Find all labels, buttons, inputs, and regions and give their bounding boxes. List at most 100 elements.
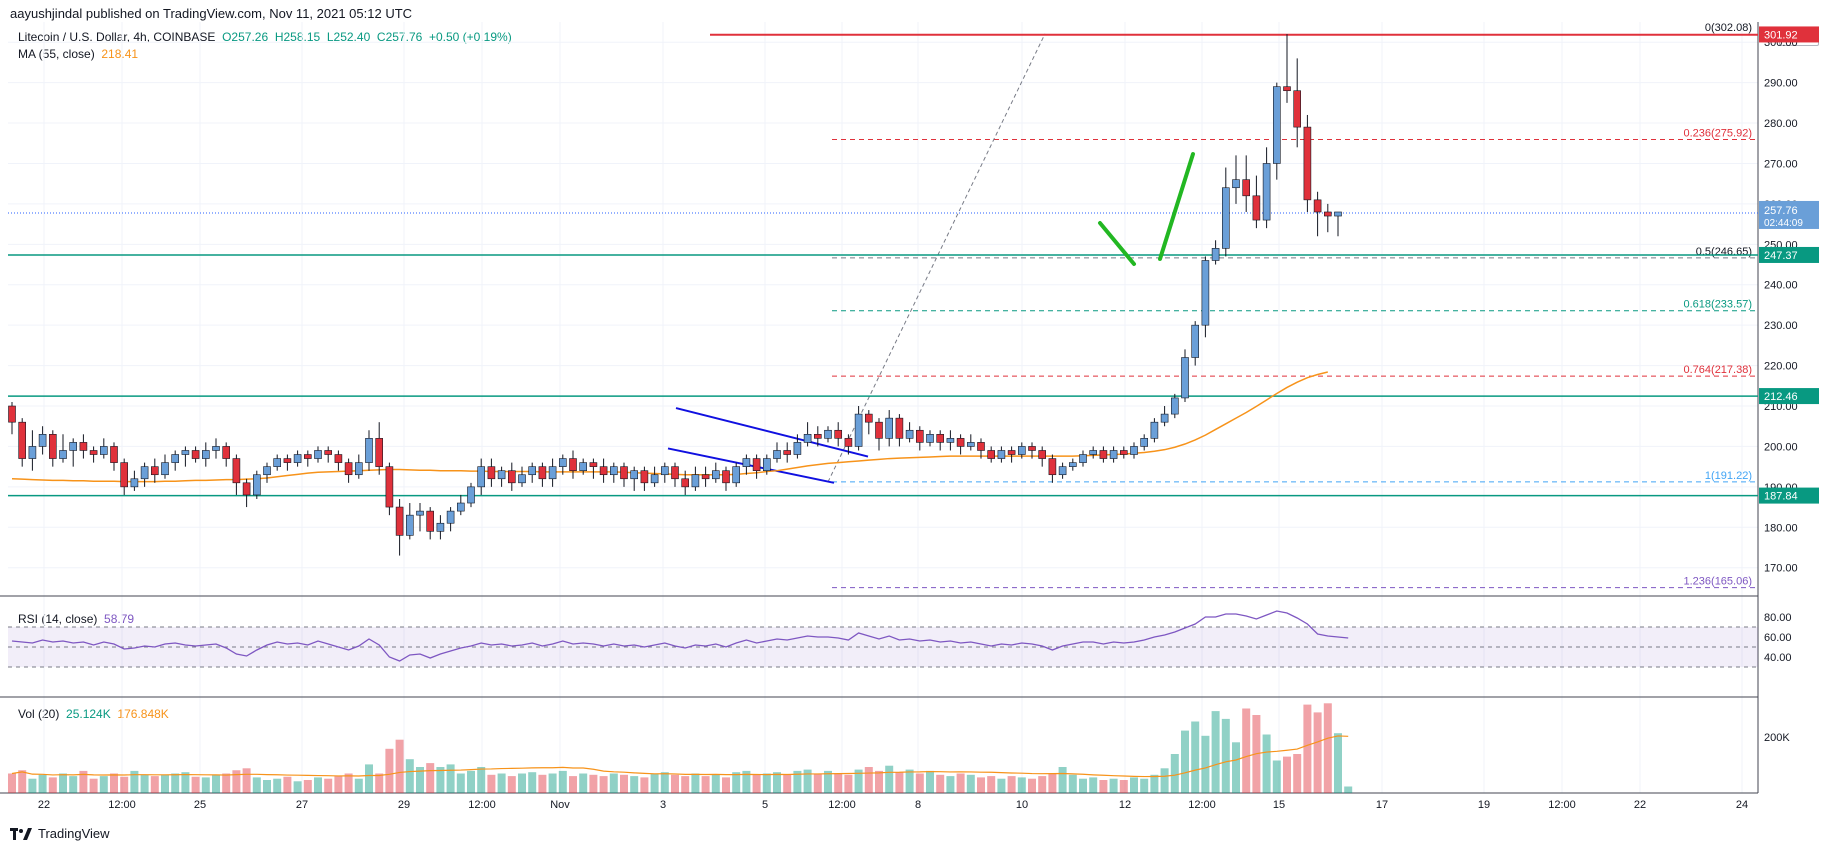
time-tick-label: 12:00 [108,799,136,811]
candle-body [834,429,843,439]
candle-body [711,470,720,480]
candle-body [1130,446,1138,455]
candle-body [671,466,679,480]
candle-body [1313,199,1322,213]
candle-body [956,438,965,447]
candle-body [1334,211,1342,217]
volume-bar [1303,704,1312,793]
candle-body [354,462,363,476]
candle-body [1324,211,1332,217]
candle-body [334,454,343,463]
rsi-tick-label: 40.00 [1764,652,1792,664]
volume-bar [161,774,169,793]
volume-bar [650,773,659,793]
price-tick-label: 200.00 [1764,441,1798,453]
fib-level-label: 0.5(246.65) [1696,246,1752,258]
candle-body [1242,179,1250,197]
volume-bar [436,767,445,793]
candle-body [467,486,475,504]
volume-ma-line [11,735,1349,778]
candle-body [487,466,496,480]
fib-level-label: 0.618(233.57) [1684,299,1753,311]
candle-body [997,450,1006,459]
time-tick-label: 12:00 [1548,799,1576,811]
volume-legend[interactable]: Vol (20) 25.124K 176.848K [18,707,169,721]
volume-bar [8,773,16,793]
candle-body [120,462,128,488]
level-price-tag-bg [1759,388,1819,405]
volume-bar [130,770,139,793]
volume-bar [18,770,27,793]
time-tick-label: 15 [1273,799,1285,811]
rsi-legend[interactable]: RSI (14, close) 58.79 [18,612,134,626]
volume-bar [1099,780,1108,793]
volume-bar [303,780,312,793]
volume-bar [344,773,353,793]
volume-bar [110,773,118,793]
volume-bar [1211,711,1220,793]
fib-level-label: 1(191.22) [1705,470,1752,482]
volume-bar [1007,776,1016,793]
candle-body [701,474,710,480]
level-price-tag: 247.37 [1764,250,1798,262]
candle-body [89,450,98,455]
candle-body [650,474,659,484]
last-price-tag-bg [1759,200,1819,229]
candle-body [640,470,649,484]
candle-body [936,434,945,443]
volume-bar [1048,773,1057,793]
ma-legend[interactable]: MA (55, close) 218.41 [18,47,138,61]
candle-body [1201,260,1210,326]
candle-body [1140,438,1148,447]
volume-bar [416,767,424,793]
volume-bar [1130,777,1138,793]
volume-bar [997,778,1006,793]
candle-body [110,446,118,463]
time-tick-label: 22 [38,799,50,811]
volume-bar [120,776,129,793]
price-tick-label: 180.00 [1764,522,1798,534]
candle-body [1273,86,1281,164]
candle-body [232,458,241,484]
volume-bar [824,770,832,793]
candle-body [426,510,435,532]
candle-body [803,434,812,443]
candle-body [854,413,863,447]
time-tick-label: 3 [660,799,666,811]
candle-body [885,417,894,439]
volume-bar [181,772,190,793]
low-value: L252.40 [326,30,371,44]
volume-bar [640,777,649,793]
volume-bar [1058,767,1067,793]
volume-bar [1038,776,1047,793]
fib-level-label: 0(302.08) [1705,22,1752,34]
volume-bar [467,770,475,793]
volume-bar [283,776,292,793]
candle-body [1181,357,1189,399]
candle-body [171,454,179,463]
symbol-legend[interactable]: Litecoin / U.S. Dollar, 4h, COINBASE O25… [18,30,512,44]
volume-bar [864,767,873,793]
volume-bar [1160,768,1169,793]
volume-bar [507,776,516,793]
volume-bar [783,774,792,793]
candle-body [528,466,537,476]
volume-bar [558,770,567,793]
footer-brand: TradingView [38,826,110,841]
price-tick-label: 170.00 [1764,563,1798,575]
candle-body [783,450,792,455]
volume-bar [38,774,47,793]
candle-body [1222,187,1230,249]
volume-bar [1191,721,1200,793]
candle-body [660,466,669,476]
candle-body [344,462,353,476]
fib-level-label: 0.764(217.38) [1684,364,1753,376]
candle-body [405,514,414,536]
rsi-value: 58.79 [104,612,135,626]
price-tick-label: 220.00 [1764,361,1798,373]
volume-bar [1028,778,1036,793]
fib-level-label: 1.236(165.06) [1684,576,1753,588]
volume-bar [99,776,108,793]
candle-body [293,454,302,463]
